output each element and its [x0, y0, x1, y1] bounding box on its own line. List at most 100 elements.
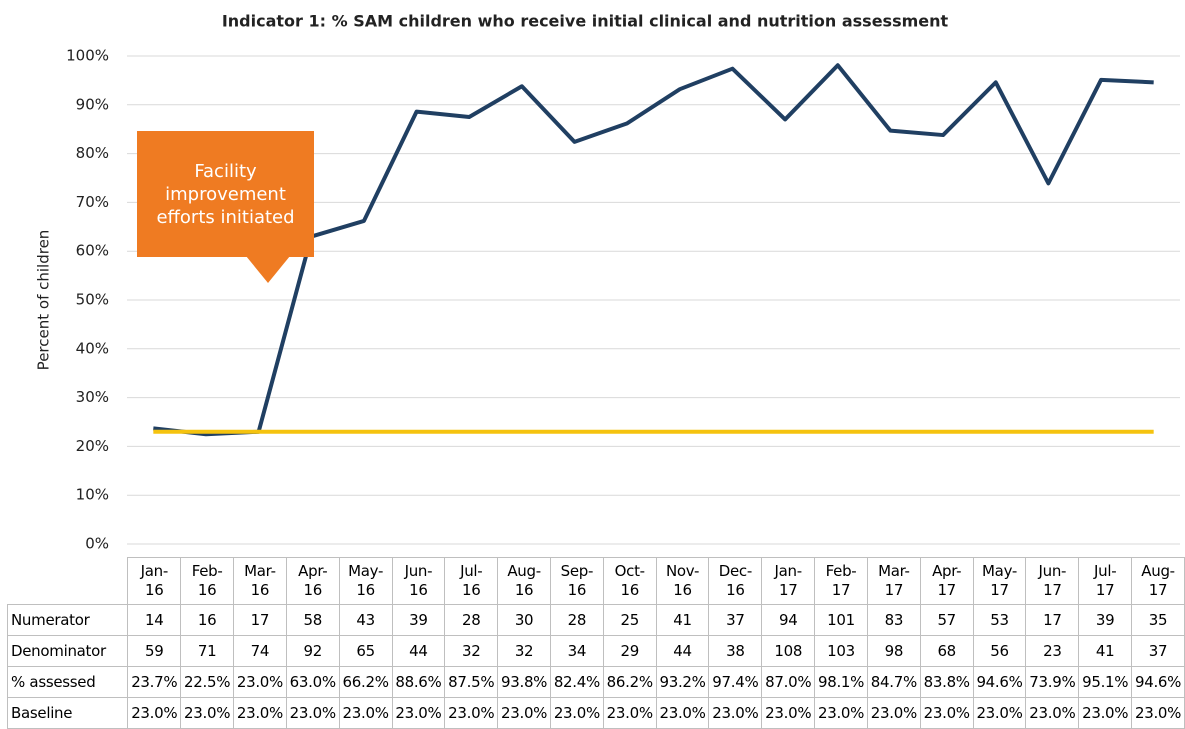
data-label: 94.6% — [972, 666, 1027, 698]
x-tick-label: Jun-16 — [404, 562, 433, 599]
row-label: Denominator — [6, 635, 129, 667]
data-label: 23.0% — [127, 697, 182, 729]
x-tick-label: May-16 — [348, 562, 384, 599]
y-tick-label: 60% — [76, 242, 109, 260]
data-label: 23.0% — [814, 697, 868, 729]
table-value: 37 — [708, 604, 763, 636]
category-cell: May-17 — [972, 557, 1027, 605]
table-value: 14 — [127, 604, 182, 636]
data-label: 63.0% — [285, 666, 340, 698]
x-tick-label: Feb-16 — [191, 562, 223, 599]
data-label: 23.0% — [338, 697, 393, 729]
data-label: 73.9% — [1025, 666, 1080, 698]
y-axis-label: Percent of children — [35, 230, 53, 371]
x-tick-label: Apr-16 — [298, 562, 328, 599]
table-value: 39 — [1078, 604, 1133, 636]
data-label: 23.0% — [233, 666, 287, 698]
table-value: 65 — [338, 635, 393, 667]
data-label: 23.0% — [180, 697, 235, 729]
table-row: Numerator 14 16 17 58 43 39 28 30 28 25 41 37 94 101 83… — [6, 604, 1185, 636]
category-cell: Apr-17 — [919, 557, 974, 605]
table-value: 17 — [1025, 604, 1080, 636]
table-value: 43 — [338, 604, 393, 636]
series-line — [153, 63, 1154, 437]
data-label: 23.0% — [549, 697, 604, 729]
table-value: 68 — [919, 635, 974, 667]
category-cell: Oct-16 — [602, 557, 657, 605]
data-label: 87.0% — [761, 666, 816, 698]
table-value: 108 — [761, 635, 816, 667]
table-value: 28 — [444, 604, 499, 636]
data-label: 93.8% — [497, 666, 551, 698]
category-cell: Nov-16 — [655, 557, 710, 605]
data-label: 23.0% — [919, 697, 974, 729]
table-value: 35 — [1131, 604, 1185, 636]
y-tick-label: 50% — [76, 291, 109, 309]
x-tick-label: Mar-16 — [244, 562, 276, 599]
table-value: 30 — [497, 604, 551, 636]
data-label: 23.0% — [602, 697, 657, 729]
data-label: 98.1% — [814, 666, 868, 698]
data-label: 86.2% — [602, 666, 657, 698]
x-tick-label: Mar-17 — [878, 562, 910, 599]
table-value: 59 — [127, 635, 182, 667]
data-label: 23.0% — [444, 697, 499, 729]
table-row: Jan-16 Feb-16 Mar-16 Apr-16 May-16 Jun-16 Jul-… — [8, 557, 1185, 605]
y-tick-label: 90% — [76, 95, 109, 113]
table-value: 94 — [761, 604, 816, 636]
table-value: 29 — [602, 635, 657, 667]
category-cell: Sep-16 — [549, 557, 604, 605]
category-cell: Jul-16 — [444, 557, 499, 605]
x-tick-label: Sep-16 — [560, 562, 594, 599]
category-cell: Jun-17 — [1025, 557, 1080, 605]
data-label: 82.4% — [549, 666, 604, 698]
category-cell: Feb-16 — [180, 557, 235, 605]
table-value: 37 — [1131, 635, 1185, 667]
table-value: 56 — [972, 635, 1027, 667]
table-value: 39 — [391, 604, 446, 636]
x-tick-label: Jul-17 — [1094, 562, 1117, 599]
data-label: 23.0% — [972, 697, 1027, 729]
category-cell: Jan-16 — [127, 557, 182, 605]
data-label: 93.2% — [655, 666, 710, 698]
x-tick-label: May-17 — [982, 562, 1017, 599]
x-tick-label: Jan-16 — [140, 562, 169, 599]
data-label: 66.2% — [338, 666, 393, 698]
x-tick-label: Jun-17 — [1038, 562, 1067, 599]
table-value: 53 — [972, 604, 1027, 636]
row-label: Numerator — [6, 604, 129, 636]
x-tick-label: Feb-17 — [825, 562, 857, 599]
y-tick-label: 100% — [66, 47, 109, 65]
table-value: 23 — [1025, 635, 1080, 667]
table-value: 101 — [814, 604, 868, 636]
y-tick-label: 70% — [76, 193, 109, 211]
table-row: Baseline 23.0% 23.0% 23.0% 23.0% 23.0% 23.0% 23… — [6, 697, 1185, 729]
table-value: 83 — [866, 604, 921, 636]
annotation: Facility improvement efforts initiated — [137, 131, 314, 257]
data-label: 23.0% — [1131, 697, 1185, 729]
y-tick-label: 80% — [76, 144, 109, 162]
data-label: 23.0% — [866, 697, 921, 729]
table-value: 44 — [391, 635, 446, 667]
data-label: 23.0% — [1025, 697, 1080, 729]
table-row: % assessed 23.7% 22.5% 23.0% 63.0% 66.2% 88.6%… — [6, 666, 1185, 698]
data-label: 22.5% — [180, 666, 235, 698]
table-value: 41 — [655, 604, 710, 636]
legend-label: % assessed — [6, 666, 129, 698]
data-label: 23.0% — [285, 697, 340, 729]
category-cell: Jul-17 — [1078, 557, 1133, 605]
table-corner — [8, 558, 128, 605]
table-value: 92 — [285, 635, 340, 667]
data-label: 84.7% — [866, 666, 921, 698]
category-cell: Feb-17 — [814, 557, 868, 605]
table-value: 25 — [602, 604, 657, 636]
table-value: 32 — [444, 635, 499, 667]
table-value: 74 — [233, 635, 287, 667]
data-table: Jan-16 Feb-16 Mar-16 Apr-16 May-16 Jun-16 Jul-… — [6, 557, 1185, 729]
category-cell: Apr-16 — [285, 557, 340, 605]
data-label: 87.5% — [444, 666, 499, 698]
category-cell: Aug-17 — [1131, 557, 1185, 605]
category-cell: Mar-16 — [233, 557, 287, 605]
